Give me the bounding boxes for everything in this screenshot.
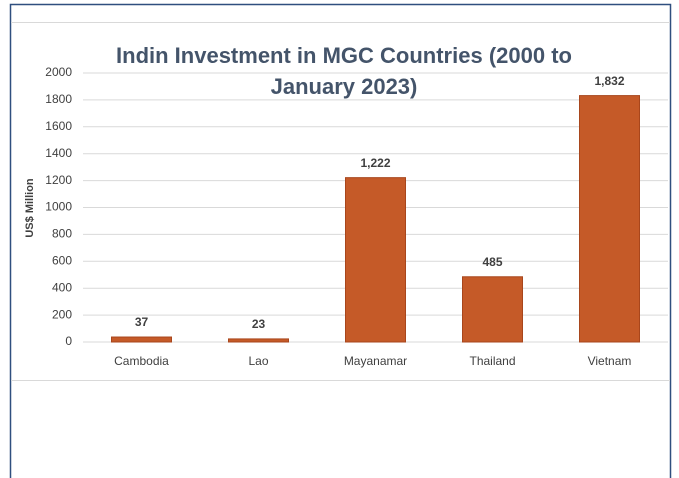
data-label: 23 [252, 317, 266, 331]
y-tick-label: 400 [52, 280, 72, 294]
x-tick-label: Thailand [469, 354, 515, 368]
x-tick-label: Vietnam [588, 354, 632, 368]
bar [462, 276, 523, 343]
data-label: 1,832 [594, 74, 624, 88]
x-tick-label: Lao [248, 354, 268, 368]
y-tick-label: 1200 [45, 173, 72, 187]
x-tick-label: Cambodia [114, 354, 169, 368]
bar [111, 336, 172, 343]
y-tick-label: 800 [52, 227, 72, 241]
y-axis-label: US$ Million [24, 178, 36, 238]
data-label: 1,222 [360, 156, 390, 170]
y-tick-label: 1400 [45, 146, 72, 160]
y-tick-label: 2000 [45, 65, 72, 79]
data-label: 485 [482, 255, 502, 269]
frame [9, 3, 672, 478]
bar [579, 95, 640, 343]
x-tick-label: Mayanamar [344, 354, 407, 368]
bar [345, 177, 406, 343]
y-tick-label: 1800 [45, 92, 72, 106]
y-tick-label: 600 [52, 253, 72, 267]
chart-title: Indin Investment in MGC Countries (2000 … [116, 43, 572, 99]
y-tick-label: 1000 [45, 200, 72, 214]
bar [228, 338, 289, 343]
y-tick-label: 1600 [45, 119, 72, 133]
y-tick-label: 200 [52, 307, 72, 321]
y-tick-label: 0 [65, 334, 72, 348]
data-label: 37 [135, 315, 149, 329]
